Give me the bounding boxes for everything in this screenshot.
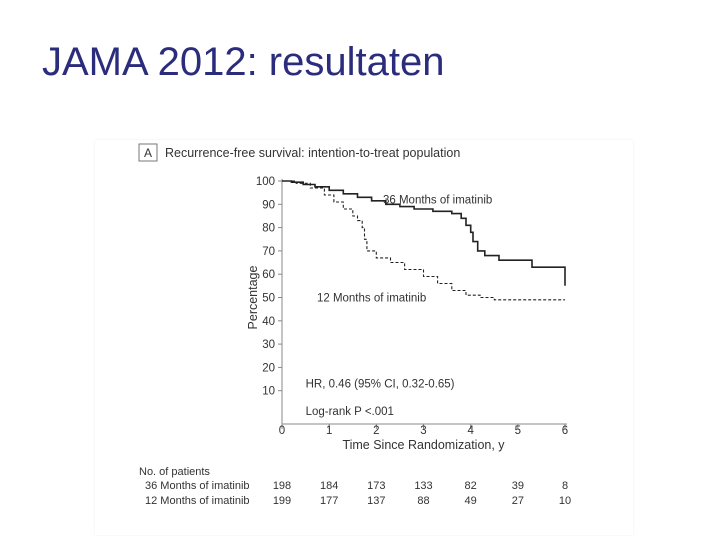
statistics-annotation: HR, 0.46 (95% CI, 0.32-0.65) Log-rank P <…	[306, 379, 455, 418]
slide-title: JAMA 2012: resultaten	[42, 40, 445, 84]
y-tick-label: 30	[262, 339, 275, 351]
survival-curves	[282, 180, 566, 301]
risk-table-value: 82	[465, 480, 477, 492]
risk-table-value: 198	[273, 480, 291, 492]
series-line-12-months	[282, 180, 565, 301]
km-chart: A Recurrence-free survival: intention-to-…	[138, 143, 571, 507]
x-tick-label: 2	[373, 425, 379, 437]
y-tick-label: 90	[262, 199, 275, 211]
risk-table-value: 8	[562, 480, 568, 492]
risk-table-value: 27	[512, 495, 524, 507]
risk-table-value: 88	[417, 495, 429, 507]
risk-table-value: 177	[320, 495, 338, 507]
y-tick-label: 10	[262, 386, 275, 398]
y-tick-label: 80	[262, 223, 275, 235]
y-tick-label: 100	[256, 176, 275, 188]
x-axis-title: Time Since Randomization, y	[342, 438, 505, 452]
risk-table-value: 133	[414, 480, 432, 492]
y-tick-label: 50	[262, 293, 275, 305]
risk-table-value: 199	[273, 495, 291, 507]
risk-table-value: 10	[559, 495, 571, 507]
y-tick-label: 40	[262, 316, 275, 328]
x-tick-label: 6	[562, 425, 568, 437]
risk-table-value: 39	[512, 480, 524, 492]
hazard-ratio-annotation: HR, 0.46 (95% CI, 0.32-0.65)	[306, 379, 455, 391]
risk-table-row-label: 36 Months of imatinib	[145, 480, 250, 492]
series-label-36-months: 36 Months of imatinib	[383, 195, 492, 207]
y-tick-label: 60	[262, 269, 275, 281]
chart-title: Recurrence-free survival: intention-to-t…	[165, 146, 460, 160]
x-tick-label: 1	[326, 425, 332, 437]
logrank-annotation: Log-rank P <.001	[306, 406, 394, 418]
curve-labels: 36 Months of imatinib 12 Months of imatin…	[317, 195, 492, 305]
x-tick-label: 0	[279, 425, 285, 437]
axes: 10 20 30 40 50 60 70 80 90 100 0 1 2 3 4 5 6 Percentage Ti…	[246, 176, 568, 452]
km-figure: A Recurrence-free survival: intention-to-…	[95, 140, 633, 535]
series-line-36-months	[282, 180, 566, 286]
risk-table-header: No. of patients	[139, 466, 210, 478]
x-tick-label: 4	[467, 425, 474, 437]
x-tick-label: 3	[420, 425, 426, 437]
figure-header: A Recurrence-free survival: intention-to-…	[138, 143, 460, 162]
y-tick-label: 20	[262, 362, 275, 374]
risk-table-row-label: 12 Months of imatinib	[145, 495, 250, 507]
series-label-12-months: 12 Months of imatinib	[317, 293, 426, 305]
y-tick-label: 70	[262, 246, 275, 258]
risk-table-value: 184	[320, 480, 338, 492]
risk-table: No. of patients 36 Months of imatinib 198 1…	[139, 466, 571, 507]
y-axis-title: Percentage	[246, 265, 260, 329]
risk-table-value: 173	[367, 480, 385, 492]
risk-table-value: 49	[465, 495, 477, 507]
panel-label-box	[138, 143, 158, 162]
panel-label: A	[144, 146, 152, 160]
risk-table-value: 137	[367, 495, 385, 507]
x-tick-label: 5	[515, 425, 521, 437]
